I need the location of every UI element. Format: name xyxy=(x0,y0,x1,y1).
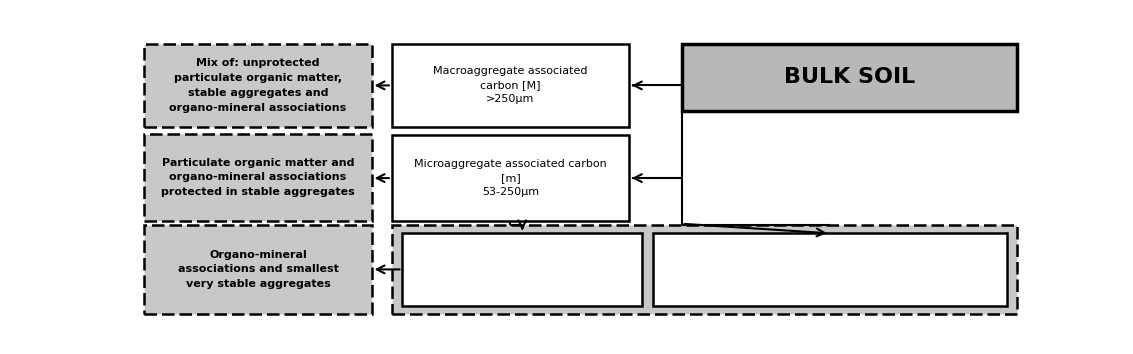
Text: Organo-mineral
associations and smallest
very stable aggregates: Organo-mineral associations and smallest… xyxy=(178,250,339,289)
FancyBboxPatch shape xyxy=(392,135,629,221)
FancyBboxPatch shape xyxy=(392,44,629,127)
FancyBboxPatch shape xyxy=(682,44,1017,110)
Text: Macroaggregate associated
carbon [M]
>250μm: Macroaggregate associated carbon [M] >25… xyxy=(433,67,588,104)
Text: Non-aggregated silt and clay
associated carbon [s+c]
<53μm: Non-aggregated silt and clay associated … xyxy=(749,250,911,289)
FancyBboxPatch shape xyxy=(144,44,372,127)
Text: Microaggregate associated carbon
[m]
53-250μm: Microaggregate associated carbon [m] 53-… xyxy=(414,159,607,197)
Text: BULK SOIL: BULK SOIL xyxy=(784,67,915,87)
FancyBboxPatch shape xyxy=(144,225,372,314)
FancyBboxPatch shape xyxy=(392,225,1017,314)
FancyBboxPatch shape xyxy=(144,134,372,221)
Text: Aggregated silt and clay
associated carbon [s+cm]
<53μm: Aggregated silt and clay associated carb… xyxy=(449,250,595,289)
Text: Mix of: unprotected
particulate organic matter,
stable aggregates and
organo-min: Mix of: unprotected particulate organic … xyxy=(169,58,347,113)
Text: Particulate organic matter and
organo-mineral associations
protected in stable a: Particulate organic matter and organo-mi… xyxy=(161,158,355,197)
FancyBboxPatch shape xyxy=(653,233,1006,306)
FancyBboxPatch shape xyxy=(402,233,642,306)
